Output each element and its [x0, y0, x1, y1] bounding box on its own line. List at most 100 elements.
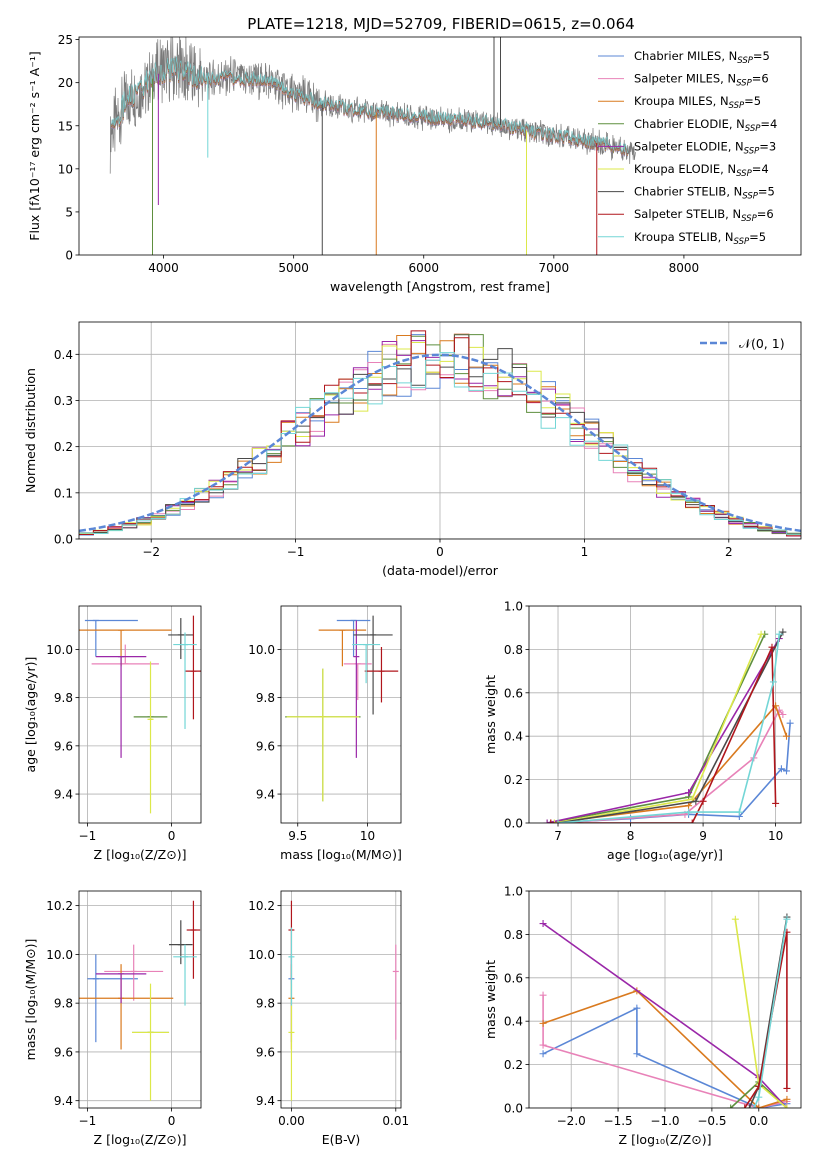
- weight-marker: [692, 797, 700, 805]
- y-axis-label: mass weight: [483, 675, 498, 754]
- legend-label-3: Kroupa MILES, NSSP=5: [634, 94, 761, 111]
- weight-marker: [782, 732, 790, 740]
- axes-frame: [78, 36, 802, 256]
- x-tick-label: −2: [142, 545, 160, 559]
- axes-frame: [528, 605, 802, 824]
- x-tick-label: −1: [287, 545, 305, 559]
- y-tick-label: 25: [58, 33, 73, 47]
- panel-residuals: −2 −1 0 1 2 0.0 0.1 0.2 0.3 0.4 (data-model)/error…: [23, 321, 802, 578]
- y-tick-label: 0.0: [54, 533, 73, 547]
- x-tick-label: 8: [627, 829, 635, 843]
- axes-frame: [78, 321, 802, 540]
- axes-frame: [528, 890, 802, 1109]
- axes-frame: [78, 605, 202, 824]
- x-axis-label: wavelength [Angstrom, rest frame]: [330, 279, 550, 294]
- weight-marker: [550, 819, 558, 823]
- y-tick-label: 0.4: [54, 348, 73, 362]
- weight-marker: [783, 1084, 791, 1092]
- y-tick-label: 9.6: [54, 739, 73, 753]
- x-tick-label: 9.5: [288, 829, 307, 843]
- panel-age_vs_Z: −1 0 9.4 9.6 9.8 10.0 Z [log₁₀(Z/Z⊙)] age [log₁…: [23, 605, 202, 862]
- x-tick-label: 1: [581, 545, 589, 559]
- y-axis-label: Normed distribution: [23, 368, 38, 493]
- x-axis-label: Z [log₁₀(Z/Z⊙)]: [94, 1132, 187, 1147]
- x-tick-label: 7000: [539, 261, 570, 275]
- weight-marker: [782, 767, 790, 775]
- y-tick-label: 9.4: [256, 1094, 275, 1108]
- x-tick-label: 10: [360, 829, 375, 843]
- y-tick-label: 0.4: [504, 730, 523, 744]
- weight-marker: [731, 915, 739, 923]
- weight-marker: [769, 678, 777, 686]
- weight-marker: [775, 630, 783, 638]
- y-tick-label: 1.0: [504, 600, 523, 614]
- weight-marker: [633, 1004, 641, 1012]
- panel-age_vs_mass: 9.5 10 9.4 9.6 9.8 10.0 mass [log₁₀(M/M⊙)]: [248, 605, 402, 862]
- legend-label-6: Kroupa ELODIE, NSSP=4: [634, 162, 769, 179]
- x-tick-label: 0.01: [382, 1114, 409, 1128]
- weight-marker: [783, 1104, 791, 1108]
- x-axis-label: Z [log₁₀(Z/Z⊙)]: [94, 847, 187, 862]
- weight-marker: [554, 819, 562, 823]
- y-tick-label: 10.0: [248, 643, 275, 657]
- axes-frame: [78, 890, 202, 1109]
- x-axis-label: Z [log₁₀(Z/Z⊙)]: [619, 1132, 712, 1147]
- weight-marker: [745, 1104, 753, 1108]
- weight-marker: [685, 789, 693, 797]
- plot-area: [79, 891, 201, 1108]
- weight-line-4: [546, 633, 766, 823]
- weight-line-7: [557, 631, 784, 823]
- weight-marker: [772, 799, 780, 807]
- panel-spectrum: 4000 5000 6000 7000 8000 0 5 10 15 20 25 wavelength…: [27, 33, 802, 294]
- weight-marker: [750, 1104, 758, 1108]
- y-tick-label: 9.8: [256, 691, 275, 705]
- y-tick-label: 0.0: [504, 817, 523, 831]
- y-tick-label: 0.2: [504, 773, 523, 787]
- weight-marker: [685, 802, 693, 810]
- x-tick-label: −1.0: [650, 1114, 679, 1128]
- axes-frame: [280, 605, 402, 824]
- x-tick-label: 0: [436, 545, 444, 559]
- weight-line-3: [550, 704, 788, 823]
- weight-marker: [735, 808, 743, 816]
- residual-legend: 𝒩(0, 1): [700, 336, 785, 351]
- weight-line-8: [550, 646, 777, 823]
- y-tick-label: 20: [58, 76, 73, 90]
- y-axis-label: mass weight: [483, 960, 498, 1039]
- y-axis-label: Flux [fλ10⁻¹⁷ erg cm⁻² s⁻¹ A⁻¹]: [27, 51, 42, 240]
- x-tick-label: −2.0: [557, 1114, 586, 1128]
- y-tick-label: 0.1: [54, 486, 73, 500]
- weight-marker: [768, 643, 776, 651]
- x-tick-label: −0.5: [697, 1114, 726, 1128]
- axes-frame: [280, 890, 402, 1109]
- x-tick-label: −1: [79, 1114, 97, 1128]
- histogram-9: [79, 352, 801, 535]
- x-tick-label: −1: [79, 829, 97, 843]
- y-tick-label: 5: [65, 205, 73, 219]
- weight-marker: [779, 711, 787, 718]
- plot-area: [529, 606, 801, 823]
- x-axis-label: age [log₁₀(age/yr)]: [607, 847, 723, 862]
- y-tick-label: 0.6: [504, 686, 523, 700]
- weight-marker: [786, 719, 794, 727]
- x-tick-label: 10: [768, 829, 783, 843]
- y-tick-label: 0.8: [504, 643, 523, 657]
- x-tick-label: −1.5: [604, 1114, 633, 1128]
- weight-marker: [755, 1104, 763, 1108]
- x-tick-label: 0.00: [278, 1114, 305, 1128]
- y-tick-label: 9.4: [256, 788, 275, 802]
- weight-marker: [741, 1104, 749, 1108]
- figure-title: PLATE=1218, MJD=52709, FIBERID=0615, z=0…: [247, 15, 634, 33]
- y-tick-label: 9.8: [256, 997, 275, 1011]
- y-tick-label: 0.0: [504, 1102, 523, 1116]
- x-tick-label: 8000: [669, 261, 700, 275]
- x-axis-label: E(B-V): [322, 1132, 361, 1147]
- panel-mass_vs_Z: −1 0 9.4 9.6 9.8 10.0 10.2 Z [log₁₀(Z/Z⊙)] mass …: [23, 890, 202, 1147]
- weight-marker: [547, 819, 555, 823]
- plot-area: [281, 891, 401, 1108]
- weight-marker: [539, 1019, 547, 1027]
- weight-marker: [699, 797, 707, 805]
- x-tick-label: 7: [554, 829, 562, 843]
- plot-area: [529, 891, 801, 1108]
